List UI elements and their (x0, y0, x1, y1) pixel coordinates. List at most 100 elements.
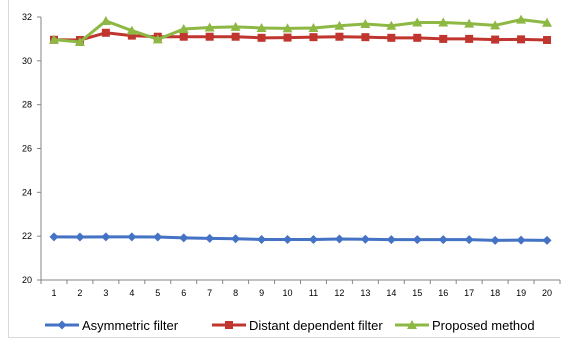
x-tick-label: 1 (51, 288, 56, 298)
x-tick-label: 14 (386, 288, 396, 298)
x-tick-label: 16 (438, 288, 448, 298)
data-point (309, 33, 318, 42)
legend-item-0: Asymmetric filter (45, 318, 179, 333)
x-tick-label: 18 (490, 288, 500, 298)
data-point (386, 20, 397, 30)
y-tick-label: 28 (22, 100, 32, 110)
data-point (542, 235, 552, 245)
data-point (204, 22, 215, 32)
data-point (516, 14, 527, 24)
data-point (386, 235, 396, 245)
x-tick-label: 7 (207, 288, 212, 298)
x-tick-label: 5 (155, 288, 160, 298)
data-point (230, 21, 241, 31)
data-point (257, 33, 266, 42)
data-point (438, 17, 449, 27)
data-point (74, 36, 85, 46)
data-point (152, 34, 163, 44)
data-point (335, 32, 344, 41)
data-point (127, 31, 136, 40)
data-point (334, 234, 344, 244)
data-point (283, 33, 292, 42)
y-tick-label: 30 (22, 56, 32, 66)
data-point (464, 18, 475, 28)
data-point (178, 24, 189, 34)
data-point (413, 33, 422, 42)
x-tick-label: 15 (412, 288, 422, 298)
data-point (127, 232, 137, 242)
data-point (257, 234, 267, 244)
legend-item-2: Proposed method (395, 318, 535, 333)
legend: Asymmetric filter Distant dependent filte… (45, 318, 535, 333)
data-point (283, 234, 293, 244)
legend-marker (407, 320, 417, 329)
data-point (49, 232, 59, 242)
data-point (490, 20, 501, 30)
series-2 (48, 14, 553, 46)
data-point (231, 32, 240, 41)
legend-marker (57, 320, 67, 330)
data-point (360, 234, 370, 244)
legend-item-1: Distant dependent filter (212, 318, 383, 333)
data-point (412, 235, 422, 245)
legend-label: Proposed method (432, 318, 535, 333)
data-point (231, 234, 241, 244)
x-tick-label: 9 (259, 288, 264, 298)
x-tick-label: 3 (103, 288, 108, 298)
data-point (438, 235, 448, 245)
y-tick-label: 26 (22, 144, 32, 154)
data-point (101, 232, 111, 242)
x-tick-label: 4 (129, 288, 134, 298)
data-point (179, 32, 188, 41)
series-1 (49, 28, 552, 45)
x-tick-label: 10 (283, 288, 293, 298)
x-tick-label: 11 (309, 288, 318, 298)
y-tick-label: 32 (22, 12, 32, 22)
series-layer (48, 14, 553, 245)
data-point (542, 17, 553, 27)
data-point (517, 35, 526, 44)
data-point (360, 19, 371, 29)
x-tick-label: 8 (233, 288, 238, 298)
data-point (543, 36, 552, 45)
data-point (75, 232, 85, 242)
data-point (100, 15, 111, 25)
data-point (334, 20, 345, 30)
data-point (282, 23, 293, 33)
data-point (308, 234, 318, 244)
data-point (465, 34, 474, 43)
data-point (439, 34, 448, 43)
x-tick-label: 6 (181, 288, 186, 298)
x-tick-label: 2 (77, 288, 82, 298)
x-tick-label: 13 (360, 288, 370, 298)
legend-marker (225, 321, 233, 329)
data-point (101, 28, 110, 37)
data-point (491, 35, 500, 44)
data-point (412, 17, 423, 27)
x-tick-label: 17 (464, 288, 474, 298)
data-point (387, 33, 396, 42)
data-point (48, 34, 59, 44)
data-point (516, 235, 526, 245)
x-tick-label: 12 (334, 288, 344, 298)
series-line (53, 18, 548, 44)
series-line (53, 31, 548, 42)
data-point (361, 33, 370, 42)
data-point (153, 232, 163, 242)
data-point (256, 22, 267, 32)
legend-label: Asymmetric filter (82, 318, 179, 333)
x-tick-label: 19 (516, 288, 526, 298)
data-point (126, 25, 137, 35)
y-tick-label: 22 (22, 231, 32, 241)
y-tick-label: 24 (22, 187, 32, 197)
data-point (179, 233, 189, 243)
x-tick-label: 20 (542, 288, 552, 298)
series-0 (49, 232, 552, 245)
y-tick-label: 20 (22, 275, 32, 285)
data-point (205, 32, 214, 41)
data-point (464, 235, 474, 245)
legend-label: Distant dependent filter (249, 318, 383, 333)
data-point (308, 22, 319, 32)
